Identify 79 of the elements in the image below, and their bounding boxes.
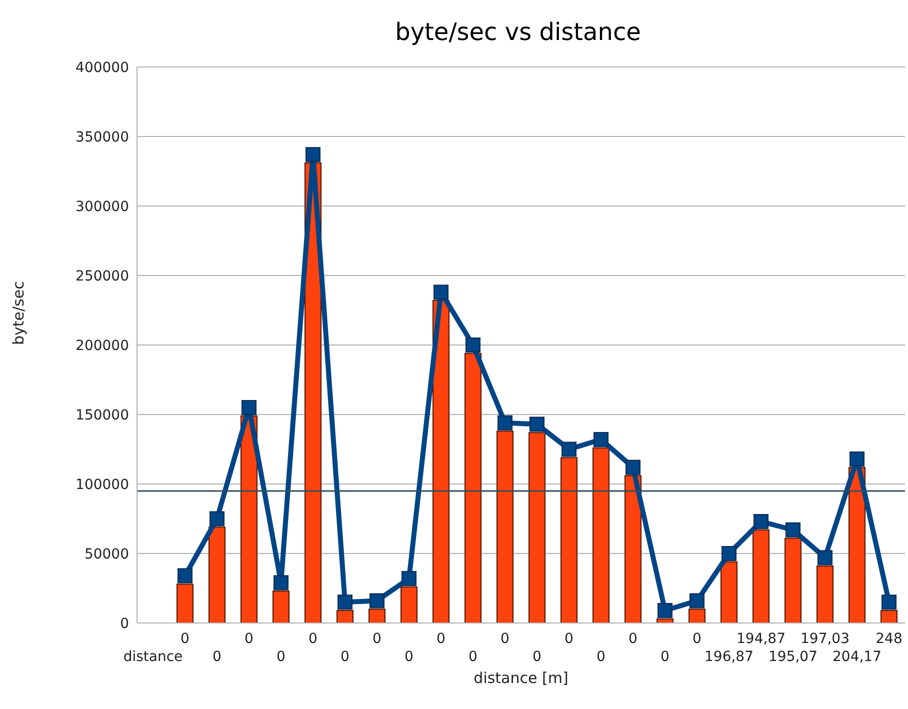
point <box>818 550 832 566</box>
point <box>626 460 640 475</box>
bar <box>176 584 194 623</box>
point <box>658 602 672 618</box>
point <box>594 432 608 448</box>
y-tick-label: 0 <box>120 616 129 632</box>
x-tick-label: 0 <box>532 649 542 665</box>
x-tick-label: distance <box>123 649 183 665</box>
point <box>754 514 768 530</box>
bar <box>816 566 834 623</box>
point <box>498 415 512 430</box>
x-tick-label: 195,07 <box>768 649 818 665</box>
point <box>882 594 896 610</box>
bar <box>400 586 418 623</box>
chart-title: byte/sec vs distance <box>394 18 642 46</box>
y-tick-label: 200000 <box>76 338 129 354</box>
bar <box>432 300 450 623</box>
point <box>242 400 256 416</box>
x-tick-label: 196,87 <box>704 649 754 665</box>
point <box>434 284 448 300</box>
x-tick-label: 0 <box>660 649 670 665</box>
y-axis-title: byte/sec <box>9 281 28 345</box>
bar <box>496 430 514 623</box>
x-tick-label: 194,87 <box>736 631 786 647</box>
x-tick-label: 0 <box>500 631 510 647</box>
bar <box>880 610 898 623</box>
x-tick-label: 204,17 <box>832 649 882 665</box>
point <box>850 451 864 466</box>
x-tick-label: 0 <box>340 649 350 665</box>
point <box>466 338 480 352</box>
y-tick-label: 400000 <box>76 60 129 76</box>
y-tick-label: 250000 <box>76 268 129 284</box>
x-axis-title: distance [m] <box>474 669 568 687</box>
bar <box>624 475 642 623</box>
y-tick-label: 50000 <box>84 546 129 562</box>
bar <box>560 457 578 623</box>
point <box>274 575 288 590</box>
x-tick-label: 0 <box>276 649 286 665</box>
point <box>370 593 384 608</box>
x-tick-label: 0 <box>468 649 478 665</box>
bar <box>208 526 226 623</box>
y-tick-label: 100000 <box>76 476 129 493</box>
bar <box>528 432 546 623</box>
x-tick-label: 248 <box>876 631 902 647</box>
x-tick-label: 0 <box>436 631 446 647</box>
bar <box>784 538 802 623</box>
bar <box>752 529 770 623</box>
bar <box>688 608 706 623</box>
x-tick-label: 197,03 <box>800 631 850 647</box>
x-tick-label: 0 <box>628 631 638 647</box>
x-tick-label: 0 <box>692 631 702 647</box>
bar <box>848 466 866 623</box>
x-tick-label: 0 <box>308 631 318 647</box>
point <box>338 594 352 610</box>
bar <box>368 608 386 623</box>
bar <box>464 352 482 623</box>
x-tick-label: 0 <box>404 649 414 665</box>
y-tick-label: 150000 <box>76 407 129 424</box>
point <box>722 546 736 561</box>
x-tick-label: 0 <box>372 631 382 647</box>
point <box>530 416 544 432</box>
bar <box>720 561 738 623</box>
bar <box>272 590 290 623</box>
x-tick-label: 0 <box>212 649 222 665</box>
x-tick-label: 0 <box>564 631 574 647</box>
y-tick-label: 350000 <box>76 129 129 146</box>
point <box>306 147 320 162</box>
point <box>786 522 800 538</box>
bar <box>336 610 354 623</box>
bar <box>592 447 610 623</box>
point <box>690 593 704 608</box>
x-tick-label: 0 <box>244 631 254 647</box>
point <box>402 571 416 586</box>
x-tick-label: 0 <box>180 631 190 647</box>
y-tick-label: 300000 <box>76 198 129 215</box>
point <box>562 442 576 457</box>
point <box>210 511 224 526</box>
point <box>178 568 192 584</box>
x-tick-label: 0 <box>596 649 606 665</box>
